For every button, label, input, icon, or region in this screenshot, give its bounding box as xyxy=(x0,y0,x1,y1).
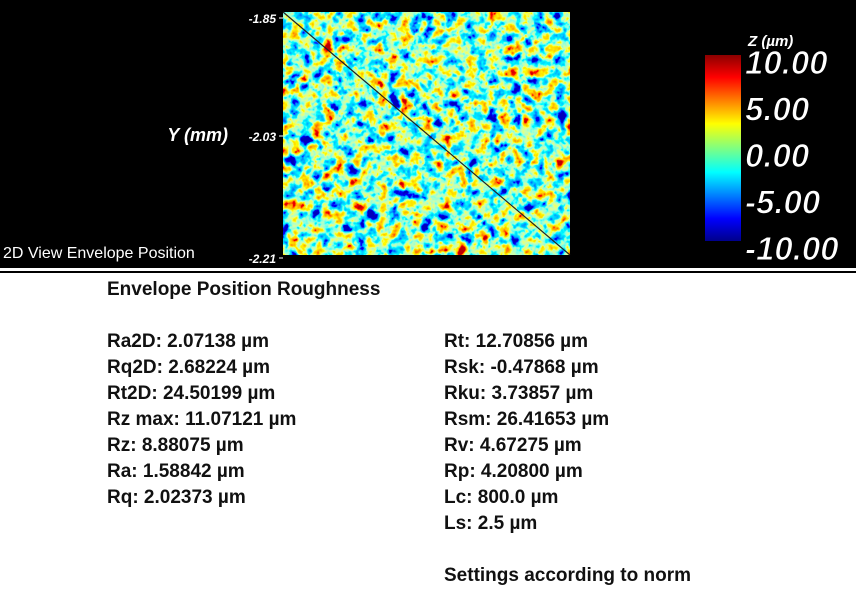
report-title: Envelope Position Roughness xyxy=(107,279,381,300)
y-tick-label: -1.85 xyxy=(249,12,277,26)
y-axis-label: Y (mm) xyxy=(167,125,228,145)
colorbar-label: 10.00 xyxy=(745,44,828,81)
report-line: Ls: 2.5 µm xyxy=(444,513,538,534)
report-line: Rsm: 26.41653 µm xyxy=(444,409,610,430)
report-line: Ra2D: 2.07138 µm xyxy=(107,331,269,352)
report-footer: Settings according to norm xyxy=(444,565,692,586)
report-line: Rq2D: 2.68224 µm xyxy=(107,357,271,378)
report-line: Rz: 8.88075 µm xyxy=(107,435,244,456)
colorbar-label: -5.00 xyxy=(745,184,821,221)
y-tick-label: -2.03 xyxy=(249,130,277,144)
view-label: 2D View Envelope Position xyxy=(3,245,195,262)
colorbar-label: 5.00 xyxy=(745,91,810,128)
y-tick-label: -2.21 xyxy=(249,252,277,266)
report-line: Rz max: 11.07121 µm xyxy=(107,409,297,430)
report-line: Rt: 12.70856 µm xyxy=(444,331,589,352)
report-line: Lc: 800.0 µm xyxy=(444,487,559,508)
report-line: Rsk: -0.47868 µm xyxy=(444,357,599,378)
report-line: Rq: 2.02373 µm xyxy=(107,487,246,508)
report-line: Rku: 3.73857 µm xyxy=(444,383,594,404)
view-panel: Y (mm) Z (µm) 2D View Envelope Position … xyxy=(0,0,856,268)
report-line: Rp: 4.20800 µm xyxy=(444,461,583,482)
report-line: Rv: 4.67275 µm xyxy=(444,435,582,456)
colorbar xyxy=(705,55,741,241)
colorbar-label: -10.00 xyxy=(745,230,839,267)
colorbar-title: Z (µm) xyxy=(747,33,793,50)
profile-line xyxy=(282,11,571,256)
report-line: Ra: 1.58842 µm xyxy=(107,461,245,482)
divider xyxy=(0,271,856,273)
colorbar-label: 0.00 xyxy=(745,137,810,174)
report-line: Rt2D: 24.50199 µm xyxy=(107,383,276,404)
